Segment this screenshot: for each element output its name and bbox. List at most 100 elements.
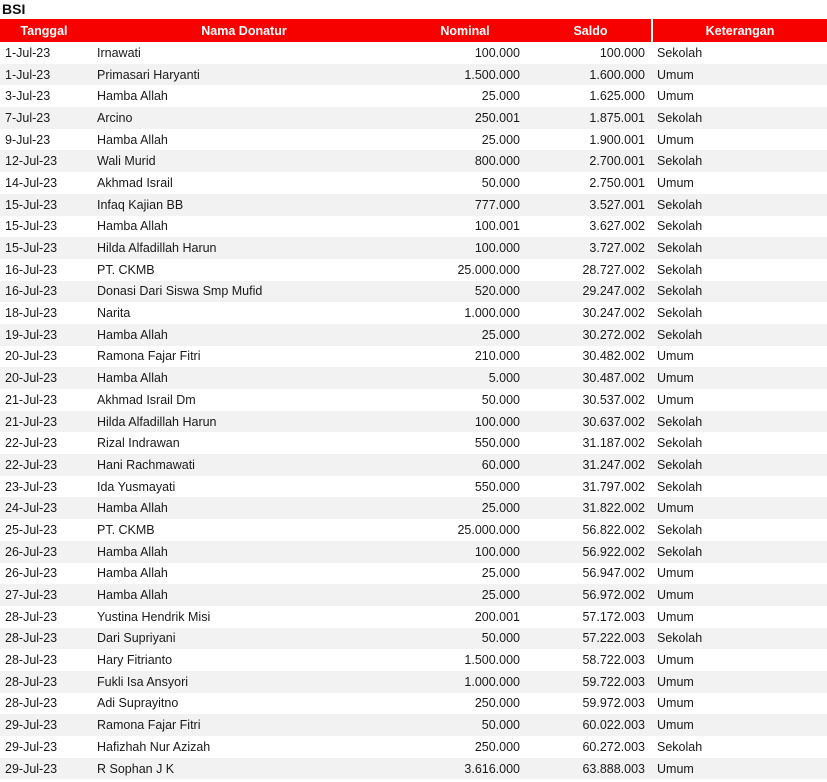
cell-saldo: 60.272.003 [582, 739, 645, 754]
cell-saldo: 30.272.002 [582, 327, 645, 342]
cell-saldo: 31.247.002 [582, 457, 645, 472]
cell-keterangan: Sekolah [657, 197, 703, 212]
cell-saldo: 100.000 [599, 45, 645, 60]
cell-saldo: 30.487.002 [582, 371, 645, 386]
cell-keterangan: Umum [657, 132, 694, 147]
cell-nominal: 25.000 [481, 327, 520, 342]
cell-saldo: 3.727.002 [589, 241, 645, 256]
cell-nominal: 25.000.000 [457, 522, 520, 537]
donation-table: Tanggal Nama Donatur Nominal Saldo Keter… [0, 19, 827, 780]
cell-nama-donatur: Rizal Indrawan [97, 436, 180, 451]
cell-nama-donatur: Hary Fitrianto [97, 653, 173, 668]
cell-keterangan: Umum [657, 696, 694, 711]
cell-nominal: 25.000 [481, 132, 520, 147]
cell-saldo: 60.022.003 [582, 718, 645, 733]
cell-nominal: 100.000 [474, 45, 520, 60]
cell-tanggal: 20-Jul-23 [5, 371, 58, 386]
page-title: BSI [2, 1, 26, 17]
cell-tanggal: 25-Jul-23 [5, 522, 58, 537]
cell-nominal: 210.000 [474, 349, 520, 364]
cell-nama-donatur: Akhmad Israil [97, 175, 173, 190]
cell-tanggal: 1-Jul-23 [5, 67, 51, 82]
cell-nominal: 25.000.000 [457, 262, 520, 277]
cell-tanggal: 15-Jul-23 [5, 197, 58, 212]
cell-nominal: 50.000 [481, 392, 520, 407]
cell-keterangan: Umum [657, 718, 694, 733]
cell-tanggal: 29-Jul-23 [5, 761, 58, 776]
column-header-tanggal: Tanggal [0, 19, 88, 42]
table-row: 24-Jul-23 Hamba Allah 25.000 31.822.002 Umum [0, 497, 827, 520]
cell-keterangan: Umum [657, 392, 694, 407]
table-body: 1-Jul-23 Irnawati 100.000 100.000 Sekolah 1-J… [0, 42, 827, 780]
cell-saldo: 56.972.002 [582, 588, 645, 603]
cell-nominal: 777.000 [474, 197, 520, 212]
table-row: 25-Jul-23 PT. CKMB 25.000.000 56.822.002 Sek… [0, 519, 827, 541]
cell-saldo: 30.537.002 [582, 392, 645, 407]
table-row: 22-Jul-23 Hani Rachmawati 60.000 31.247.002… [0, 454, 827, 476]
table-row: 18-Jul-23 Narita 1.000.000 30.247.002 Sekola… [0, 302, 827, 324]
cell-keterangan: Sekolah [657, 479, 703, 494]
cell-nominal: 550.000 [474, 479, 520, 494]
table-row: 21-Jul-23 Hilda Alfadillah Harun 100.000 30… [0, 410, 827, 433]
cell-tanggal: 28-Jul-23 [5, 631, 58, 646]
cell-nama-donatur: Yustina Hendrik Misi [97, 609, 211, 624]
cell-keterangan: Umum [657, 566, 694, 581]
column-header-nama-donatur: Nama Donatur [88, 19, 400, 42]
cell-keterangan: Umum [657, 371, 694, 386]
cell-saldo: 3.627.002 [589, 219, 645, 234]
cell-nama-donatur: Adi Suprayitno [97, 696, 179, 711]
cell-tanggal: 21-Jul-23 [5, 414, 58, 429]
cell-nominal: 50.000 [481, 631, 520, 646]
cell-saldo: 57.172.003 [582, 609, 645, 624]
cell-nama-donatur: Arcino [97, 110, 133, 125]
cell-nama-donatur: Wali Murid [97, 154, 156, 169]
cell-nominal: 100.000 [474, 414, 520, 429]
cell-nama-donatur: Hamba Allah [97, 219, 168, 234]
cell-saldo: 2.700.001 [589, 154, 645, 169]
cell-tanggal: 28-Jul-23 [5, 653, 58, 668]
cell-saldo: 31.822.002 [582, 501, 645, 516]
cell-nama-donatur: Ramona Fajar Fitri [97, 718, 201, 733]
cell-saldo: 57.222.003 [582, 631, 645, 646]
cell-saldo: 31.797.002 [582, 479, 645, 494]
cell-saldo: 30.247.002 [582, 306, 645, 321]
cell-keterangan: Sekolah [657, 306, 703, 321]
cell-nama-donatur: Ramona Fajar Fitri [97, 349, 201, 364]
table-row: 21-Jul-23 Akhmad Israil Dm 50.000 30.537.00… [0, 389, 827, 411]
cell-nama-donatur: Hamba Allah [97, 544, 168, 559]
cell-tanggal: 16-Jul-23 [5, 262, 58, 277]
table-row: 28-Jul-23 Adi Suprayitno 250.000 59.972.003… [0, 692, 827, 715]
cell-tanggal: 12-Jul-23 [5, 154, 58, 169]
cell-keterangan: Umum [657, 588, 694, 603]
cell-nominal: 100.000 [474, 241, 520, 256]
cell-nominal: 25.000 [481, 588, 520, 603]
cell-tanggal: 27-Jul-23 [5, 588, 58, 603]
table-header: Tanggal Nama Donatur Nominal Saldo Keter… [0, 19, 827, 42]
cell-tanggal: 1-Jul-23 [5, 45, 51, 60]
cell-nominal: 100.000 [474, 544, 520, 559]
table-row: 12-Jul-23 Wali Murid 800.000 2.700.001 Sekol… [0, 150, 827, 173]
cell-nominal: 1.500.000 [464, 67, 520, 82]
table-row: 23-Jul-23 Ida Yusmayati 550.000 31.797.002 S… [0, 475, 827, 498]
cell-nama-donatur: Narita [97, 306, 131, 321]
cell-keterangan: Sekolah [657, 457, 703, 472]
cell-tanggal: 26-Jul-23 [5, 544, 58, 559]
cell-keterangan: Umum [657, 67, 694, 82]
cell-nama-donatur: Hamba Allah [97, 588, 168, 603]
cell-nama-donatur: Hamba Allah [97, 132, 168, 147]
cell-nama-donatur: Hani Rachmawati [97, 457, 195, 472]
cell-nama-donatur: Akhmad Israil Dm [97, 392, 196, 407]
cell-keterangan: Sekolah [657, 262, 703, 277]
cell-tanggal: 20-Jul-23 [5, 349, 58, 364]
cell-keterangan: Sekolah [657, 544, 703, 559]
cell-saldo: 1.600.000 [589, 67, 645, 82]
cell-keterangan: Sekolah [657, 631, 703, 646]
cell-nominal: 250.001 [474, 110, 520, 125]
cell-tanggal: 29-Jul-23 [5, 718, 58, 733]
cell-nama-donatur: Hamba Allah [97, 566, 168, 581]
cell-keterangan: Sekolah [657, 327, 703, 342]
cell-saldo: 58.722.003 [582, 653, 645, 668]
table-row: 1-Jul-23 Irnawati 100.000 100.000 Sekolah [0, 42, 827, 64]
cell-nominal: 800.000 [474, 154, 520, 169]
cell-saldo: 30.637.002 [582, 414, 645, 429]
